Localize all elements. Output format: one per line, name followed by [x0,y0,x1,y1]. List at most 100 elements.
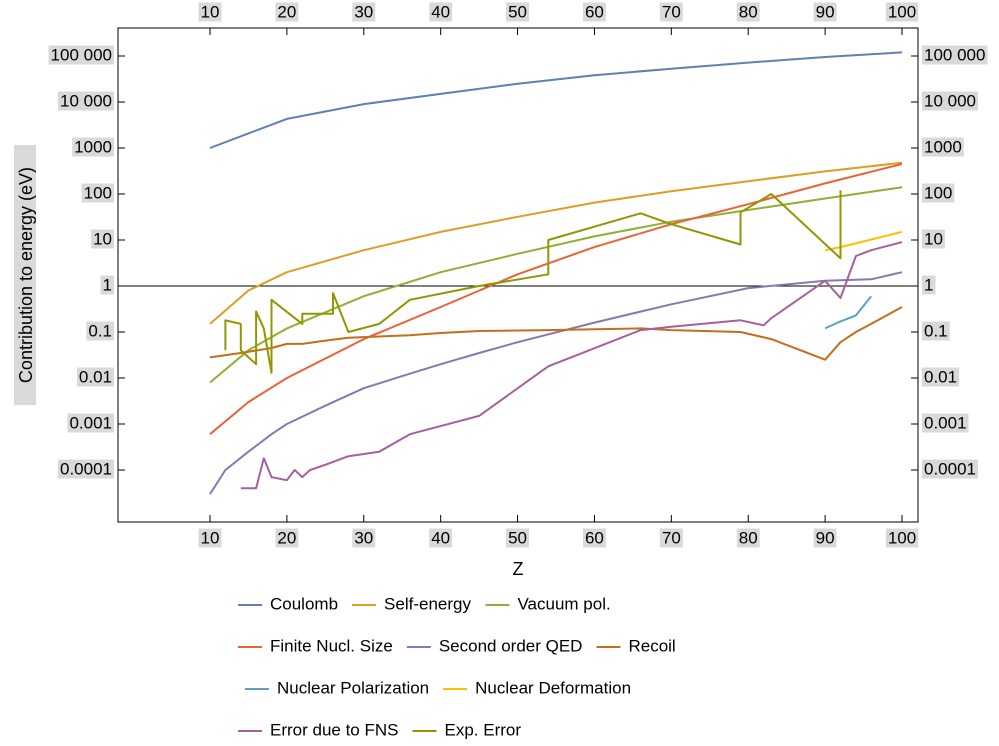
x-tick-label-top: 20 [277,2,296,21]
y-tick-label-right: 0.0001 [924,459,976,478]
x-tick-label-top-group: 20 [275,2,299,22]
legend: Coulomb Self-energy Vacuum pol. Finite Nucl… [238,594,676,739]
x-tick-label-top-group: 70 [659,2,683,22]
y-tick-label-left-bg [81,183,114,203]
axis-ticks: 10 10 20 20 30 30 40 40 50 50 60 60 70 70 80 80 90 90 100 1… [48,2,988,548]
x-tick-label-bottom: 90 [816,528,835,547]
y-tick-label-right: 1000 [924,137,962,156]
y-tick-label-left-group: 1000 [72,137,114,157]
y-tick-label-left: 0.01 [79,367,112,386]
y-tick-label-right-group: 0.1 [922,321,950,341]
y-tick-label-left-group: 0.0001 [58,459,114,479]
y-tick-label-left: 1000 [74,137,112,156]
y-tick-label-right: 0.001 [924,413,967,432]
legend-label-recoil: Recoil [628,636,675,655]
legend-label-second-order-qed: Second order QED [439,636,583,655]
y-tick-label-right: 1 [924,275,933,294]
x-tick-label-bottom-group: 50 [506,528,530,548]
y-tick-label-right-group: 10 000 [922,91,978,111]
x-tick-label-top-group: 10 [198,2,222,22]
y-tick-label-left-bg [86,321,114,341]
x-tick-label-bottom-group: 60 [582,528,606,548]
y-tick-label-left-group: 0.01 [76,367,114,387]
legend-label-nuclear-polarization: Nuclear Polarization [277,678,429,697]
x-tick-label-bottom: 70 [662,528,681,547]
x-tick-label-top-group: 80 [736,2,760,22]
series-line-error-due-to-fns [240,241,903,490]
y-tick-label-right: 0.1 [924,321,948,340]
y-tick-label-left-group: 10 000 [58,91,114,111]
x-tick-label-bottom: 50 [508,528,527,547]
y-tick-label-right: 100 [924,183,952,202]
x-tick-label-top-bg [429,2,453,22]
y-tick-label-right-bg [922,91,978,111]
x-tick-label-top-group: 90 [813,2,837,22]
x-tick-label-top-bg [659,2,683,22]
y-tick-label-left-group: 10 [91,229,114,249]
y-tick-label-left: 10 [93,229,112,248]
legend-label-nuclear-deformation: Nuclear Deformation [475,678,631,697]
y-tick-label-right-group: 10 [922,229,945,249]
x-tick-label-top-group: 50 [506,2,530,22]
legend-label-error-due-to-fns: Error due to FNS [270,720,399,739]
x-tick-label-bottom-group: 30 [352,528,376,548]
x-tick-label-top: 10 [201,2,220,21]
x-tick-label-bottom-bg [198,528,222,548]
y-tick-label-left-bg [72,137,114,157]
x-tick-label-bottom-group: 100 [885,528,919,548]
y-tick-label-left: 1 [103,275,112,294]
x-tick-label-top-bg [352,2,376,22]
x-tick-label-top: 30 [354,2,373,21]
y-tick-label-right-bg [922,137,964,157]
x-tick-label-bottom-bg [582,528,606,548]
y-tick-label-right-group: 0.01 [922,367,960,387]
legend-label-vacuum-pol: Vacuum pol. [517,594,610,613]
x-tick-label-top-bg [736,2,760,22]
y-tick-label-left-group: 100 [81,183,114,203]
x-tick-label-bottom-group: 10 [198,528,222,548]
y-tick-label-left: 0.1 [88,321,112,340]
y-tick-label-left-group: 0.001 [67,413,114,433]
x-tick-label-bottom-bg [506,528,530,548]
x-tick-label-bottom-bg [813,528,837,548]
y-tick-label-right-group: 100 000 [922,45,988,65]
x-tick-label-top-bg [813,2,837,22]
series-line-nuclear-polarization [824,295,872,330]
y-tick-label-right-group: 100 [922,183,955,203]
y-tick-label-left: 100 000 [51,45,112,64]
x-tick-label-bottom-bg [275,528,299,548]
y-tick-label-right-group: 0.0001 [922,459,978,479]
x-axis-title: Z [513,559,524,579]
x-tick-label-bottom-bg [885,528,919,548]
x-tick-label-bottom-group: 20 [275,528,299,548]
x-tick-label-bottom: 40 [431,528,450,547]
series-line-exp-error [224,190,842,374]
y-tick-label-right-group: 1000 [922,137,964,157]
x-tick-label-top-group: 100 [885,2,919,22]
y-tick-label-right: 0.01 [924,367,957,386]
y-tick-label-left-bg [67,413,114,433]
series-line-self-energy [209,161,903,325]
y-tick-label-right: 10 [924,229,943,248]
y-axis-title: Contribution to energy (eV) [16,167,36,383]
y-tick-label-left-bg [91,229,114,249]
x-tick-label-bottom-group: 40 [429,528,453,548]
series-line-second-order-qed [209,271,903,495]
x-tick-label-top-bg [582,2,606,22]
legend-label-coulomb: Coulomb [270,594,338,613]
series-line-recoil [209,306,903,361]
y-tick-label-left-bg [58,91,114,111]
x-tick-label-bottom-bg [352,528,376,548]
series-line-vacuum-pol [209,186,903,384]
x-tick-label-bottom-bg [659,528,683,548]
y-tick-label-left: 10 000 [60,91,112,110]
x-tick-label-top: 50 [508,2,527,21]
y-tick-label-right-bg [922,183,955,203]
x-tick-label-bottom-group: 70 [659,528,683,548]
y-tick-label-left-group: 100 000 [48,45,114,65]
legend-label-exp-error: Exp. Error [445,720,522,739]
x-tick-label-top: 100 [888,2,916,21]
x-tick-label-top: 40 [431,2,450,21]
x-tick-label-top-bg [506,2,530,22]
